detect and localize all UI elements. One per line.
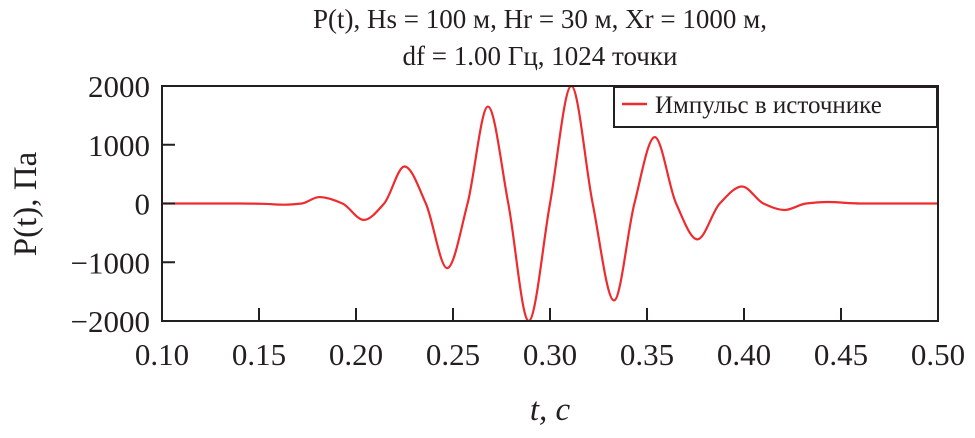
- x-tick-label: 0.25: [426, 337, 480, 372]
- y-tick-label: 2000: [88, 69, 150, 104]
- x-tick-label: 0.50: [911, 337, 965, 372]
- y-tick-label: 0: [135, 187, 151, 222]
- x-tick-label: 0.40: [717, 337, 771, 372]
- x-tick-label: 0.30: [523, 337, 577, 372]
- chart-title-line1: P(t), Hs = 100 м, Hr = 30 м, Xr = 1000 м…: [313, 4, 767, 34]
- y-tick-label: −1000: [71, 245, 150, 280]
- legend-box: [613, 86, 938, 128]
- x-tick-label: 0.20: [329, 337, 383, 372]
- x-axis-label: t, с: [530, 392, 571, 428]
- legend-label: Импульс в источнике: [655, 92, 882, 119]
- x-tick-label: 0.45: [814, 337, 868, 372]
- x-tick-label: 0.15: [232, 337, 286, 372]
- legend: Импульс в источнике: [613, 86, 938, 128]
- axis-ticks: 0.10 0.15 0.20 0.25 0.30 0.35 0.40 0.45 0.50 2000…: [71, 69, 966, 372]
- chart-title-line2: df = 1.00 Гц, 1024 точки: [403, 41, 678, 71]
- y-tick-label: −2000: [71, 304, 150, 339]
- plot-area: [161, 84, 938, 323]
- x-tick-label: 0.35: [620, 337, 674, 372]
- x-tick-label: 0.10: [135, 337, 189, 372]
- y-axis-label: P(t), Па: [8, 151, 44, 256]
- series-line-impulse: [161, 84, 938, 323]
- y-tick-label: 1000: [88, 128, 150, 163]
